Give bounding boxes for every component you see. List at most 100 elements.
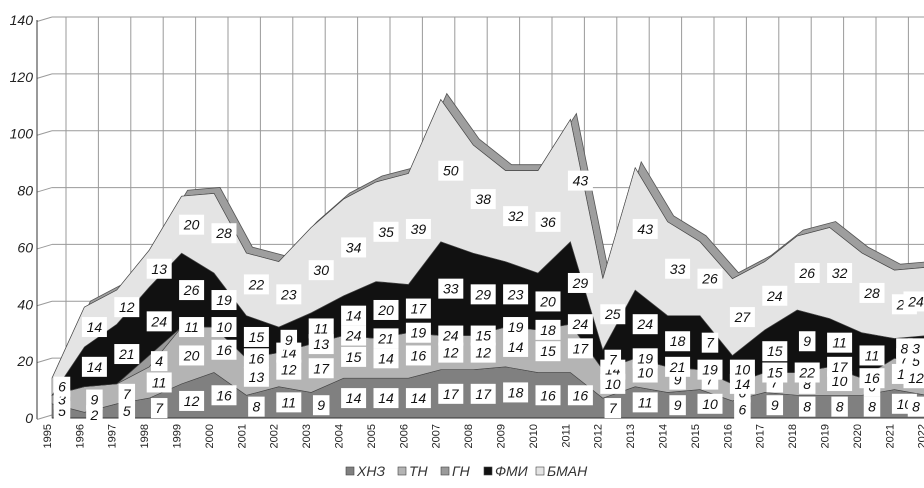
data-label: 17 [405,298,431,319]
data-label-box [604,349,622,370]
data-label-text: 17 [411,301,428,317]
y-tick-label: 40 [17,296,33,312]
legend-label: БМАН [547,463,588,479]
data-label-text: 14 [346,308,362,324]
data-label-box [632,218,658,239]
legend-item: ТН [397,463,429,479]
data-label-text: 35 [378,224,394,240]
area-series-5 [51,98,924,397]
data-label: 21 [665,356,691,377]
data-label: 11 [146,372,172,393]
data-label-box [308,334,334,355]
data-label-box [827,356,853,377]
data-label: 33 [438,278,464,299]
data-label: 9 [312,395,330,416]
data-label-text: 33 [443,281,459,297]
data-label-text: 19 [508,319,524,335]
data-label-text: 13 [313,336,329,352]
y-tick-label: 140 [10,12,34,28]
data-label-text: 7 [706,335,715,351]
data-label-box [859,282,885,303]
data-label-text: 9 [803,333,811,349]
gridline-diagonal [36,130,53,136]
data-label-text: 24 [766,288,783,304]
data-label-box [632,348,658,369]
axes [36,20,924,419]
data-label: 16 [535,385,561,406]
data-label: 14 [341,388,367,409]
gridline-diagonal [36,243,53,250]
data-label-text: 18 [540,322,556,338]
data-label-text: 34 [346,239,362,255]
data-label-text: 43 [573,173,589,189]
data-label-text: 11 [314,320,329,336]
data-label-text: 11 [865,347,880,363]
data-label-box [211,290,237,311]
data-label-box [766,395,784,416]
data-label-text: 23 [280,286,297,302]
x-tick-label: 2015 [690,424,702,448]
y-tick-label: 100 [10,126,34,142]
data-label-text: 36 [540,214,556,230]
data-label-box [373,299,399,320]
x-tick-label: 2020 [852,424,864,448]
data-label-box [114,297,140,318]
data-label-box [438,342,464,363]
data-label-box [405,218,431,239]
data-label-text: 24 [572,316,589,332]
data-label: 20 [179,214,205,235]
data-label: 11 [859,345,885,366]
y-tick-label: 60 [17,239,33,255]
data-label: 20 [535,291,561,312]
data-label: 15 [243,326,269,347]
x-tick-label: 2002 [269,424,281,448]
data-label: 14 [373,348,399,369]
data-label-text: 14 [508,339,524,355]
data-label: 38 [470,189,496,210]
x-tick-label: 2016 [722,424,734,448]
data-label-box [341,346,367,367]
data-label-box [341,305,367,326]
data-label-text: 20 [183,347,200,363]
data-label: 15 [470,325,496,346]
data-label-box [669,395,686,416]
data-label: 19 [211,290,237,311]
data-label: 14 [81,356,107,377]
x-tick-label: 2011 [560,424,572,448]
data-label-text: 8 [803,399,811,415]
data-label: 22 [794,362,820,383]
data-label-box [243,348,269,369]
x-tick-label: 2014 [658,424,670,448]
data-label-box [863,396,881,417]
data-label-box [632,314,658,335]
data-label: 4 [150,351,168,372]
data-label-text: 39 [411,221,427,237]
data-label-box [665,258,691,279]
data-label: 24 [903,291,924,312]
data-label: 2 [86,405,103,426]
data-label: 7 [604,398,622,419]
data-label: 24 [341,325,367,346]
data-label-text: 16 [411,347,427,363]
x-tick-label: 2005 [366,424,378,448]
data-label-text: 43 [637,221,653,237]
data-label: 5 [118,400,136,421]
data-label: 6 [734,399,751,420]
x-tick-label: 1996 [74,424,86,448]
data-label-text: 3 [912,340,920,356]
data-label-text: 7 [609,352,618,368]
data-label-text: 24 [442,328,459,344]
data-label-box [762,285,788,306]
data-label-text: 8 [836,399,844,415]
x-tick-label: 2019 [820,424,832,448]
data-label: 29 [470,284,496,305]
data-label-box [341,325,367,346]
data-label: 33 [665,258,691,279]
data-label: 17 [567,338,593,359]
data-label-box [665,356,691,377]
data-label: 32 [503,206,529,227]
data-label-box [276,392,302,413]
x-tick-label: 1997 [107,424,119,448]
